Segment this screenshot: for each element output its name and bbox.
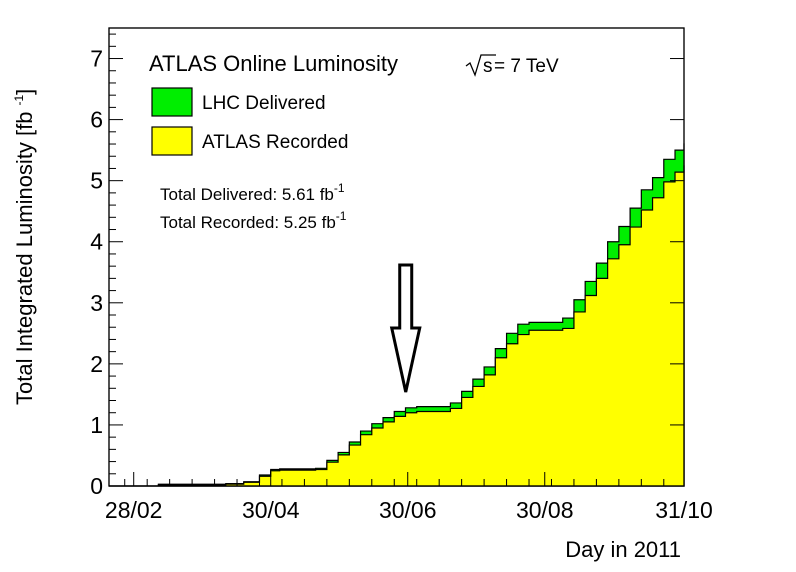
total-delivered-exp: -1 bbox=[334, 181, 345, 195]
energy-value: = 7 TeV bbox=[494, 56, 559, 77]
y-axis-title-exp: -1 bbox=[12, 95, 26, 106]
x-tick-label-0: 28/02 bbox=[105, 497, 163, 523]
x-axis-title: Day in 2011 bbox=[565, 537, 681, 562]
legend: LHC Delivered ATLAS Recorded bbox=[151, 87, 348, 156]
x-tick-label-3: 30/08 bbox=[516, 497, 574, 523]
plot-frame-top bbox=[108, 27, 685, 487]
y-axis-title: Total Integrated Luminosity [fb -1] bbox=[12, 89, 37, 405]
x-tick-label-4: 31/10 bbox=[655, 497, 713, 523]
x-axis-ticks: 28/02 30/04 30/06 30/08 31/10 bbox=[105, 472, 713, 523]
sqrt-sign bbox=[465, 54, 496, 77]
legend-swatch-recorded bbox=[151, 126, 193, 156]
y-tick-label-1: 1 bbox=[90, 412, 103, 438]
area-atlas-recorded bbox=[109, 165, 685, 487]
y-tick-label-2: 2 bbox=[90, 351, 103, 377]
y-axis-title-close: ] bbox=[12, 89, 37, 95]
total-recorded-main: Total Recorded: 5.25 fb bbox=[160, 213, 336, 232]
down-arrow-icon bbox=[389, 263, 422, 393]
y-tick-label-4: 4 bbox=[90, 229, 103, 255]
legend-label-delivered: LHC Delivered bbox=[202, 93, 326, 114]
y-tick-label-3: 3 bbox=[90, 290, 103, 316]
energy-label: s = 7 TeV bbox=[465, 54, 559, 77]
x-tick-label-2: 30/06 bbox=[379, 497, 437, 523]
total-delivered-text: Total Delivered: 5.61 fb-1 bbox=[160, 181, 345, 204]
y-tick-label-0: 0 bbox=[90, 473, 103, 499]
x-tick-label-1: 30/04 bbox=[242, 497, 300, 523]
y-axis-ticks: 0 1 2 3 4 5 6 7 bbox=[90, 33, 684, 499]
total-recorded-exp: -1 bbox=[336, 209, 347, 223]
y-tick-label-5: 5 bbox=[90, 168, 103, 194]
y-tick-label-6: 6 bbox=[90, 107, 103, 133]
total-recorded-text: Total Recorded: 5.25 fb-1 bbox=[160, 209, 347, 232]
total-delivered-main: Total Delivered: 5.61 fb bbox=[160, 185, 334, 204]
y-tick-label-7: 7 bbox=[90, 46, 103, 72]
chart-title: ATLAS Online Luminosity bbox=[149, 51, 398, 76]
energy-variable: s bbox=[483, 56, 493, 77]
y-axis-title-main: Total Integrated Luminosity [fb bbox=[12, 112, 37, 406]
legend-label-recorded: ATLAS Recorded bbox=[202, 132, 348, 153]
legend-swatch-delivered bbox=[151, 87, 193, 117]
